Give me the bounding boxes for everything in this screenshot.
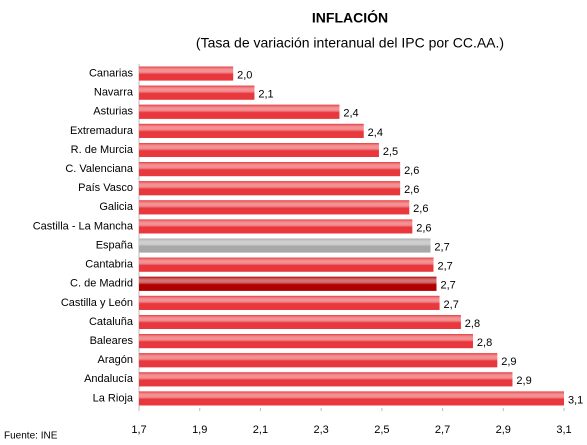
value-label: 2,7 xyxy=(434,241,449,253)
chart-subtitle: (Tasa de variación interanual del IPC po… xyxy=(196,35,504,51)
bar-shine xyxy=(139,353,498,368)
bar-shine xyxy=(139,238,431,253)
value-label: 2,4 xyxy=(343,108,358,120)
x-tick-label: 2,9 xyxy=(496,424,511,436)
bar-shine xyxy=(139,295,440,310)
category-label: Navarra xyxy=(94,87,134,99)
value-label: 2,9 xyxy=(501,356,516,368)
x-tick-label: 2,3 xyxy=(313,424,328,436)
bar-shine xyxy=(139,200,410,215)
category-label: Castilla - La Mancha xyxy=(33,220,134,232)
bar-shine xyxy=(139,315,461,329)
category-label: Extremadura xyxy=(70,125,134,137)
value-label: 2,8 xyxy=(477,337,492,349)
value-label: 2,6 xyxy=(404,184,419,196)
source: Fuente: INE xyxy=(4,431,58,442)
chart-title: INFLACIÓN xyxy=(312,9,388,26)
category-label: Aragón xyxy=(98,354,133,366)
bar-shine xyxy=(139,143,379,157)
value-label: 2,6 xyxy=(413,203,428,215)
value-label: 2,4 xyxy=(368,127,383,139)
category-label: C. Valenciana xyxy=(65,163,134,175)
bar-shine xyxy=(139,104,340,119)
value-label: 2,1 xyxy=(258,89,273,101)
bar-shine xyxy=(139,123,364,138)
x-tick-label: 2,5 xyxy=(374,424,389,436)
category-label: Galicia xyxy=(99,201,134,213)
category-label: Cataluña xyxy=(89,316,134,328)
bar-shine xyxy=(139,372,513,387)
value-label: 2,6 xyxy=(416,222,431,234)
x-tick-label: 1,7 xyxy=(131,424,146,436)
category-label: La Rioja xyxy=(93,392,134,404)
value-label: 2,9 xyxy=(516,375,531,387)
bar-shine xyxy=(139,391,564,406)
category-label: Canarias xyxy=(89,67,134,79)
value-label: 2,6 xyxy=(404,165,419,177)
value-label: 2,7 xyxy=(437,261,452,273)
category-label: Andalucía xyxy=(84,373,134,385)
category-label: País Vasco xyxy=(78,182,133,194)
bar-shine xyxy=(139,334,473,349)
value-label: 2,0 xyxy=(237,69,252,81)
category-label: Baleares xyxy=(90,335,134,347)
bar-shine xyxy=(139,257,434,272)
bar-shine xyxy=(139,276,437,291)
value-label: 2,5 xyxy=(383,146,398,158)
bar-shine xyxy=(139,181,401,196)
bar-shine xyxy=(139,162,401,177)
category-label: Castilla y León xyxy=(61,297,133,309)
x-tick-label: 1,9 xyxy=(192,424,207,436)
x-tick-label: 2,7 xyxy=(435,424,450,436)
value-label: 2,7 xyxy=(441,280,456,292)
x-tick-label: 2,1 xyxy=(253,424,268,436)
category-label: C. de Madrid xyxy=(70,278,133,290)
bar-shine xyxy=(139,66,234,81)
category-label: R. de Murcia xyxy=(71,144,134,156)
category-label: Cantabria xyxy=(85,259,134,271)
category-label: España xyxy=(96,239,134,251)
value-label: 3,1 xyxy=(568,394,583,406)
category-label: Asturias xyxy=(93,106,133,118)
bar-shine xyxy=(139,219,413,234)
bar-shine xyxy=(139,85,255,100)
x-tick-label: 3,1 xyxy=(556,424,571,436)
value-label: 2,8 xyxy=(465,318,480,330)
value-label: 2,7 xyxy=(444,299,459,311)
